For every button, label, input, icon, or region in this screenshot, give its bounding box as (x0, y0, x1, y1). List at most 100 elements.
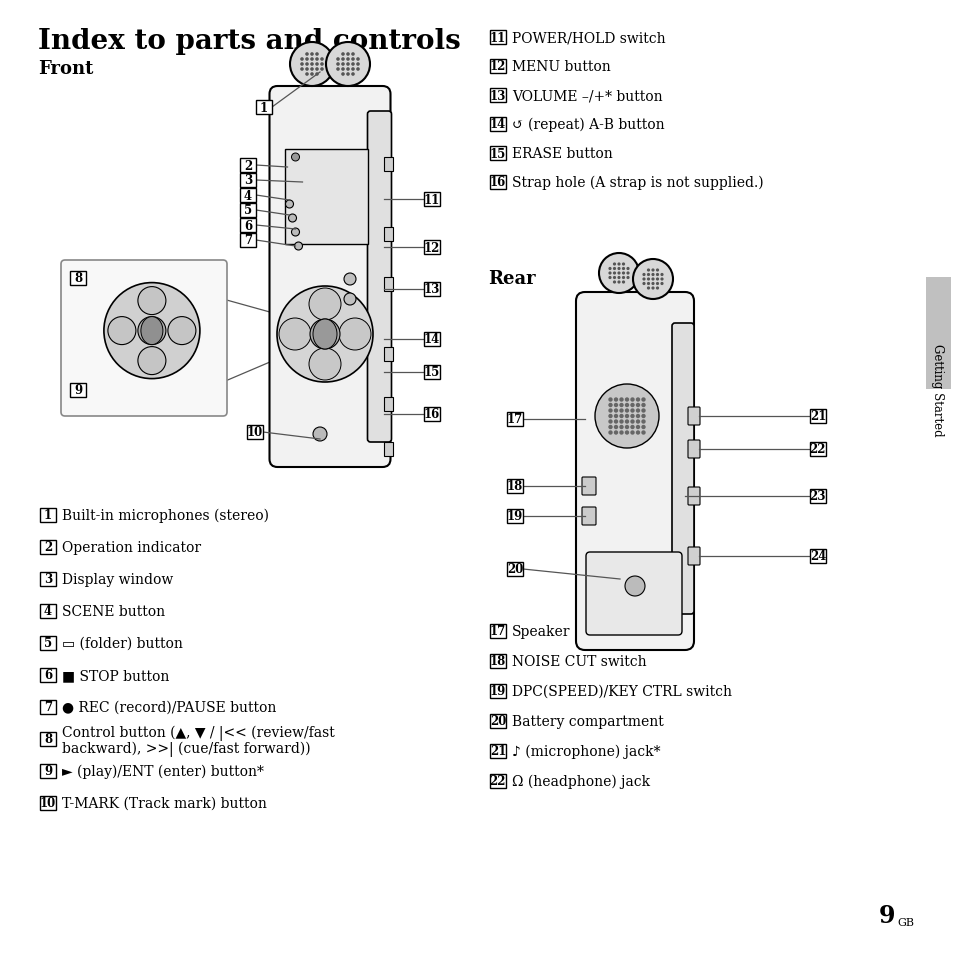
Circle shape (624, 409, 629, 414)
Circle shape (608, 425, 612, 430)
Text: ● REC (record)/PAUSE button: ● REC (record)/PAUSE button (62, 700, 276, 714)
Circle shape (612, 273, 616, 275)
Text: 13: 13 (489, 90, 506, 102)
Circle shape (621, 268, 624, 271)
Text: Battery compartment: Battery compartment (512, 714, 663, 728)
Text: ▭ (folder) button: ▭ (folder) button (62, 637, 183, 650)
Text: 8: 8 (44, 733, 52, 745)
Circle shape (320, 68, 323, 71)
Circle shape (341, 53, 344, 57)
Circle shape (355, 68, 359, 71)
Circle shape (630, 403, 634, 408)
Circle shape (621, 263, 624, 266)
Circle shape (635, 415, 639, 418)
Circle shape (598, 253, 639, 294)
Circle shape (651, 274, 654, 276)
Circle shape (641, 274, 645, 276)
Text: 12: 12 (489, 60, 506, 73)
Circle shape (621, 273, 624, 275)
Text: 24: 24 (809, 550, 825, 563)
Circle shape (640, 415, 645, 418)
Circle shape (618, 431, 623, 436)
Bar (809, 410, 825, 423)
Text: 4: 4 (44, 605, 52, 618)
Text: Built-in microphones (stereo): Built-in microphones (stereo) (62, 508, 269, 522)
Text: 15: 15 (423, 366, 439, 379)
FancyBboxPatch shape (687, 488, 700, 505)
Bar (40, 732, 56, 746)
Bar (506, 413, 522, 427)
Circle shape (305, 73, 309, 77)
FancyBboxPatch shape (687, 408, 700, 426)
Text: Operation indicator: Operation indicator (62, 540, 201, 555)
Circle shape (656, 287, 659, 291)
FancyBboxPatch shape (576, 293, 693, 650)
Circle shape (624, 425, 629, 430)
Bar (40, 509, 56, 522)
Bar (384, 158, 393, 172)
Circle shape (300, 68, 303, 71)
FancyBboxPatch shape (367, 112, 391, 442)
Circle shape (641, 283, 645, 286)
Circle shape (617, 281, 620, 284)
Circle shape (656, 274, 659, 276)
Circle shape (320, 58, 323, 62)
Circle shape (640, 420, 645, 424)
Text: ► (play)/ENT (enter) button*: ► (play)/ENT (enter) button* (62, 764, 264, 779)
Text: 3: 3 (244, 174, 252, 188)
Circle shape (618, 420, 623, 424)
Circle shape (640, 425, 645, 430)
Text: 11: 11 (423, 193, 439, 206)
Circle shape (355, 58, 359, 62)
Text: 22: 22 (809, 443, 825, 456)
Circle shape (635, 409, 639, 414)
Circle shape (346, 63, 350, 67)
Text: 6: 6 (44, 669, 52, 681)
Circle shape (608, 276, 611, 280)
Circle shape (310, 319, 339, 350)
Text: 5: 5 (44, 637, 52, 650)
Bar (490, 60, 505, 74)
Text: ERASE button: ERASE button (512, 147, 612, 161)
Text: 8: 8 (74, 273, 82, 285)
Circle shape (640, 398, 645, 402)
Bar (40, 764, 56, 779)
Bar (490, 684, 505, 699)
Circle shape (310, 53, 314, 57)
Circle shape (613, 431, 618, 436)
Circle shape (635, 403, 639, 408)
Circle shape (104, 283, 200, 379)
Text: POWER/HOLD switch: POWER/HOLD switch (512, 30, 665, 45)
FancyBboxPatch shape (581, 477, 596, 496)
Circle shape (608, 409, 612, 414)
FancyBboxPatch shape (687, 440, 700, 458)
Text: Index to parts and controls: Index to parts and controls (38, 28, 460, 55)
Circle shape (617, 273, 620, 275)
Circle shape (640, 403, 645, 408)
Bar (255, 101, 272, 115)
Circle shape (314, 58, 318, 62)
Text: 2: 2 (244, 159, 252, 172)
Circle shape (310, 68, 314, 71)
Circle shape (617, 276, 620, 280)
Circle shape (314, 68, 318, 71)
Circle shape (659, 283, 663, 286)
Circle shape (326, 43, 370, 87)
Circle shape (346, 53, 350, 57)
Bar (40, 637, 56, 650)
Ellipse shape (313, 319, 336, 350)
Bar (490, 655, 505, 668)
Circle shape (640, 409, 645, 414)
Bar (240, 204, 255, 218)
Text: 14: 14 (423, 334, 439, 346)
Circle shape (635, 425, 639, 430)
Bar (384, 277, 393, 292)
Circle shape (633, 260, 672, 299)
Circle shape (646, 287, 649, 291)
FancyBboxPatch shape (687, 547, 700, 565)
Circle shape (656, 269, 659, 273)
Circle shape (621, 276, 624, 280)
Text: 18: 18 (506, 480, 522, 493)
Circle shape (626, 276, 629, 280)
Text: 9: 9 (44, 764, 52, 778)
